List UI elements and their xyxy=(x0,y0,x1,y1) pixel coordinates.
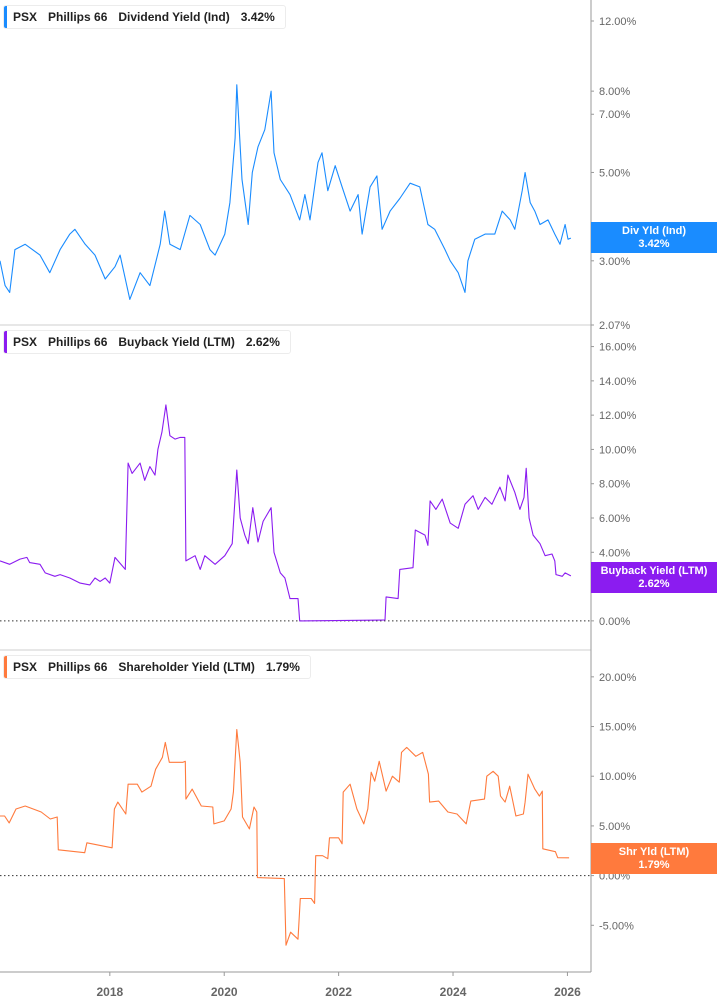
legend-buyback-yield: PSX Phillips 66 Buyback Yield (LTM) 2.62… xyxy=(3,330,291,354)
y-tick-label: 5.00% xyxy=(599,821,630,833)
y-tick-label: 8.00% xyxy=(599,479,630,491)
current-value-badge-dividend: Div Yld (Ind) 3.42% xyxy=(591,222,717,253)
legend-metric: Dividend Yield (Ind) xyxy=(118,10,230,24)
legend-shareholder-yield: PSX Phillips 66 Shareholder Yield (LTM) … xyxy=(3,655,311,679)
series-line-buyback-yield-ltm xyxy=(0,404,572,622)
series-line-shareholder-yield-ltm xyxy=(0,728,570,946)
y-tick-label: 0.00% xyxy=(599,616,630,628)
y-tick-label: 7.00% xyxy=(599,109,630,121)
x-tick-label: 2026 xyxy=(554,985,581,999)
y-tick-label: 14.00% xyxy=(599,376,637,388)
badge-label: Div Yld (Ind) xyxy=(622,224,686,237)
y-tick-label: 16.00% xyxy=(599,342,637,354)
legend-company: Phillips 66 xyxy=(48,335,108,349)
badge-label: Shr Yld (LTM) xyxy=(618,845,690,858)
y-tick-label: 10.00% xyxy=(599,444,637,456)
x-tick-label: 2020 xyxy=(211,985,238,999)
x-tick-label: 2018 xyxy=(96,985,123,999)
legend-ticker: PSX xyxy=(13,10,38,24)
legend-ticker: PSX xyxy=(13,660,38,674)
y-tick-label: 4.00% xyxy=(599,547,630,559)
legend-color-bar xyxy=(4,656,7,678)
y-tick-label: -5.00% xyxy=(599,920,634,932)
legend-company: Phillips 66 xyxy=(48,10,108,24)
badge-label: Buyback Yield (LTM) xyxy=(600,564,708,577)
legend-value: 2.62% xyxy=(245,335,280,349)
y-tick-label: 5.00% xyxy=(599,167,630,179)
y-tick-label: 2.07% xyxy=(599,320,630,332)
legend-value: 3.42% xyxy=(240,10,275,24)
legend-color-bar xyxy=(4,331,7,353)
badge-value: 2.62% xyxy=(638,577,670,590)
legend-value: 1.79% xyxy=(265,660,300,674)
legend-color-bar xyxy=(4,6,7,28)
legend-metric: Buyback Yield (LTM) xyxy=(118,335,235,349)
y-tick-label: 15.00% xyxy=(599,722,637,734)
series-line-dividend-yield-ind xyxy=(0,84,572,300)
y-tick-label: 12.00% xyxy=(599,16,637,28)
y-tick-label: 6.00% xyxy=(599,513,630,525)
x-tick-label: 2022 xyxy=(325,985,352,999)
y-tick-label: 12.00% xyxy=(599,410,637,422)
y-tick-label: 8.00% xyxy=(599,86,630,98)
badge-value: 3.42% xyxy=(638,237,670,250)
y-tick-label: 3.00% xyxy=(599,256,630,268)
x-tick-label: 2024 xyxy=(440,985,467,999)
legend-dividend-yield: PSX Phillips 66 Dividend Yield (Ind) 3.4… xyxy=(3,5,286,29)
legend-company: Phillips 66 xyxy=(48,660,108,674)
y-tick-label: 10.00% xyxy=(599,771,637,783)
legend-metric: Shareholder Yield (LTM) xyxy=(118,660,255,674)
legend-ticker: PSX xyxy=(13,335,38,349)
current-value-badge-buyback: Buyback Yield (LTM) 2.62% xyxy=(591,562,717,593)
badge-value: 1.79% xyxy=(638,858,670,871)
current-value-badge-shareholder: Shr Yld (LTM) 1.79% xyxy=(591,843,717,874)
y-tick-label: 20.00% xyxy=(599,672,637,684)
